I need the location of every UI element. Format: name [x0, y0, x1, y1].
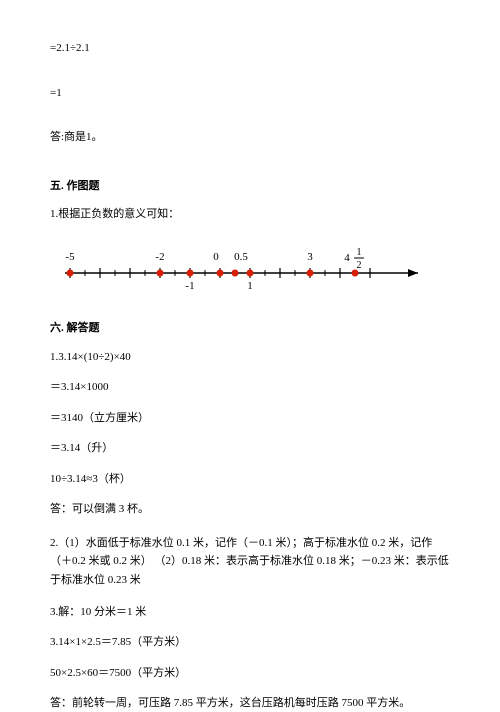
- svg-text:1: 1: [357, 247, 362, 258]
- s6-paragraph-2: 2.（1）水面低于标准水位 0.1 米，记作（－0.1 米）；高于标准水位 0.…: [50, 534, 450, 712]
- s6-line: 10÷3.14≈3（杯）: [50, 471, 450, 488]
- svg-text:-2: -2: [155, 251, 164, 263]
- svg-text:-1: -1: [185, 280, 194, 292]
- s6-p2-line: 2.（1）水面低于标准水位 0.1 米，记作（－0.1 米）；高于标准水位 0.…: [50, 534, 450, 590]
- number-line-diagram: -5-2-100.513412: [50, 237, 450, 303]
- s6-line: ＝3140（立方厘米）: [50, 410, 450, 427]
- s5-q1-text: 1.根据正负数的意义可知：: [50, 206, 450, 223]
- svg-text:1: 1: [247, 280, 253, 292]
- s6-line: ＝3.14（升）: [50, 440, 450, 457]
- section-6-title: 六. 解答题: [50, 320, 450, 337]
- s6-p2-line: 答：前轮转一周，可压路 7.85 平方米，这台压路机每时压路 7500 平方米。: [50, 695, 450, 712]
- s6-p2-line: 3.解：10 分米＝1 米: [50, 604, 450, 621]
- svg-text:3: 3: [307, 251, 313, 263]
- svg-text:2: 2: [357, 260, 362, 271]
- calc-line-2: =1: [50, 85, 450, 102]
- s6-line: 答：可以倒满 3 杯。: [50, 501, 450, 518]
- s6-p2-line: 3.14×1×2.5＝7.85（平方米）: [50, 634, 450, 651]
- svg-text:-5: -5: [65, 251, 75, 263]
- answer-line-1: 答:商是1。: [50, 129, 450, 146]
- s6-p2-line: 50×2.5×60＝7500（平方米）: [50, 665, 450, 682]
- svg-text:0.5: 0.5: [234, 251, 248, 263]
- s6-line: ＝3.14×1000: [50, 379, 450, 396]
- s6-solution-block: 1.3.14×(10÷2)×40 ＝3.14×1000 ＝3140（立方厘米） ＝3.…: [50, 349, 450, 518]
- svg-text:4: 4: [344, 252, 350, 264]
- calc-line-1: =2.1÷2.1: [50, 40, 450, 57]
- svg-text:0: 0: [213, 251, 219, 263]
- s6-line: 1.3.14×(10÷2)×40: [50, 349, 450, 366]
- section-5-title: 五. 作图题: [50, 178, 450, 195]
